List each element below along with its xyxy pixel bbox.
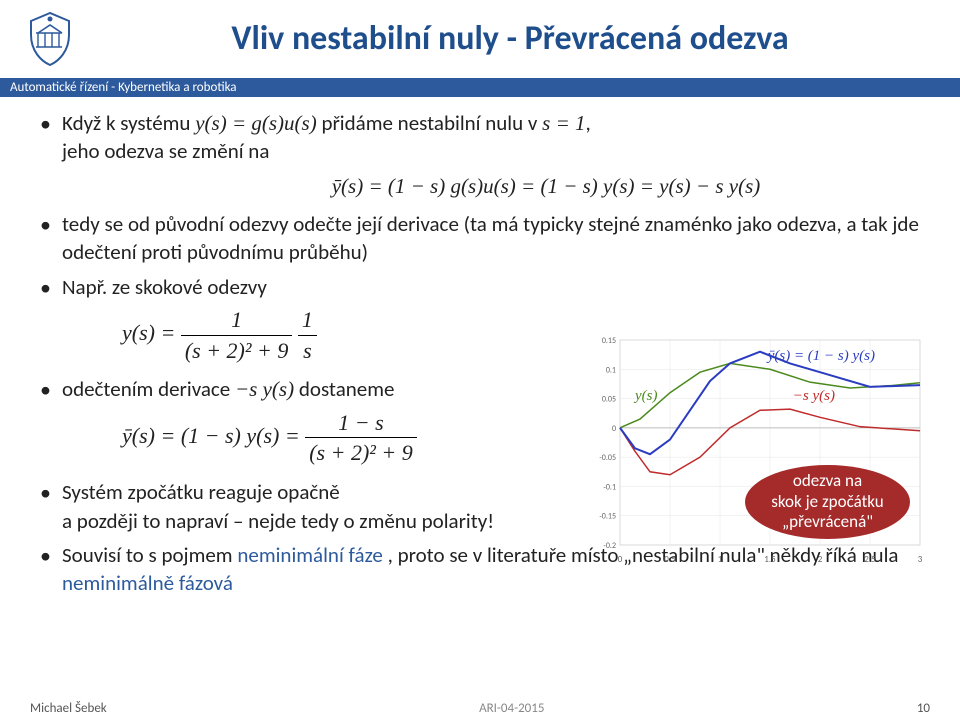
chart-label-sy: −s y(s) <box>793 388 835 405</box>
b1-before: Když k systému <box>62 110 195 136</box>
b1-eq3: ȳ(s) = (1 − s) g(s)u(s) = (1 − s) y(s) =… <box>62 166 930 204</box>
bullet-subtract: odečtením derivace −s y(s) dostaneme ȳ(s… <box>40 375 580 472</box>
svg-text:-0.1: -0.1 <box>603 482 616 492</box>
chart-svg: 0 0.5 1 1.5 2 2.5 3 -0.2 -0.15 -0.1 -0.05 0 0.05 0.1 0… <box>580 330 930 570</box>
footer-page: 10 <box>917 701 930 716</box>
svg-text:0.15: 0.15 <box>602 336 616 346</box>
b1-eq1: y(s) = g(s)u(s) <box>195 111 316 135</box>
b4-frac-den: (s + 2)² + 9 <box>305 437 417 468</box>
b4-before: odečtením derivace <box>62 376 235 402</box>
b3-text: Např. ze skokové odezvy <box>62 274 267 300</box>
institution-logo <box>20 10 80 70</box>
svg-text:1: 1 <box>718 554 723 565</box>
b3-frac1-den: (s + 2)² + 9 <box>181 335 293 366</box>
svg-text:-0.2: -0.2 <box>603 541 616 551</box>
b6-accent1: neminimální fáze <box>237 542 383 568</box>
footer: Michael Šebek ARI-04-2015 10 <box>0 701 960 716</box>
bullet-derivation: tedy se od původní odezvy odečte její de… <box>40 210 930 267</box>
svg-text:0: 0 <box>618 554 623 565</box>
svg-text:3: 3 <box>918 554 923 565</box>
b1-eq2: s = 1 <box>542 111 585 135</box>
b3-frac1-num: 1 <box>181 305 293 335</box>
b6-accent2: neminimálně fázová <box>62 570 233 596</box>
callout-bubble: odezva na skok je zpočátku „převrácená" <box>745 465 910 539</box>
b3-frac2-den: s <box>298 335 317 366</box>
b3-lhs: y(s) = <box>122 320 175 345</box>
b4-frac-num: 1 − s <box>305 408 417 438</box>
b4-equation: ȳ(s) = (1 − s) y(s) = 1 − s(s + 2)² + 9 <box>62 404 580 472</box>
svg-text:0.05: 0.05 <box>602 395 616 405</box>
bubble-l3: „převrácená" <box>782 511 873 532</box>
svg-text:0.1: 0.1 <box>606 365 616 375</box>
chart-label-y: y(s) <box>635 388 658 405</box>
chart-label-ybar: ȳ(s) = (1 − s) y(s) <box>768 348 875 365</box>
page-title: Vliv nestabilní nuly - Převrácená odezva <box>80 10 940 59</box>
svg-text:2.5: 2.5 <box>864 554 876 565</box>
svg-text:2: 2 <box>818 554 823 565</box>
bubble-l2: skok je zpočátku <box>771 491 884 512</box>
svg-text:-0.05: -0.05 <box>599 453 616 463</box>
bullet-intro: Když k systému y(s) = g(s)u(s) přidáme n… <box>40 109 930 204</box>
b6-before: Souvisí to s pojmem <box>62 542 237 568</box>
svg-text:0: 0 <box>612 424 616 434</box>
b1-line2: jeho odezva se změní na <box>62 138 269 164</box>
bubble-l1: odezva na <box>793 470 862 491</box>
subtitle-bar: Automatické řízení - Kybernetika a robot… <box>0 78 960 97</box>
footer-author: Michael Šebek <box>30 701 107 716</box>
b3-frac2-num: 1 <box>298 305 317 335</box>
svg-text:0.5: 0.5 <box>664 554 676 565</box>
b4-lhs: ȳ(s) = (1 − s) y(s) = <box>122 423 300 448</box>
b4-after: dostaneme <box>299 376 395 402</box>
svg-text:1.5: 1.5 <box>764 554 776 565</box>
b5: Systém zpočátku reaguje opačně <box>62 479 340 505</box>
b5-line2: a později to napraví – nejde tedy o změn… <box>62 508 494 534</box>
svg-text:-0.15: -0.15 <box>599 512 616 522</box>
footer-code: ARI-04-2015 <box>479 701 544 716</box>
b4-mid: −s y(s) <box>235 377 294 401</box>
response-chart: 0 0.5 1 1.5 2 2.5 3 -0.2 -0.15 -0.1 -0.05 0 0.05 0.1 0… <box>580 330 930 570</box>
b1-mid: přidáme nestabilní nulu v <box>321 110 542 136</box>
